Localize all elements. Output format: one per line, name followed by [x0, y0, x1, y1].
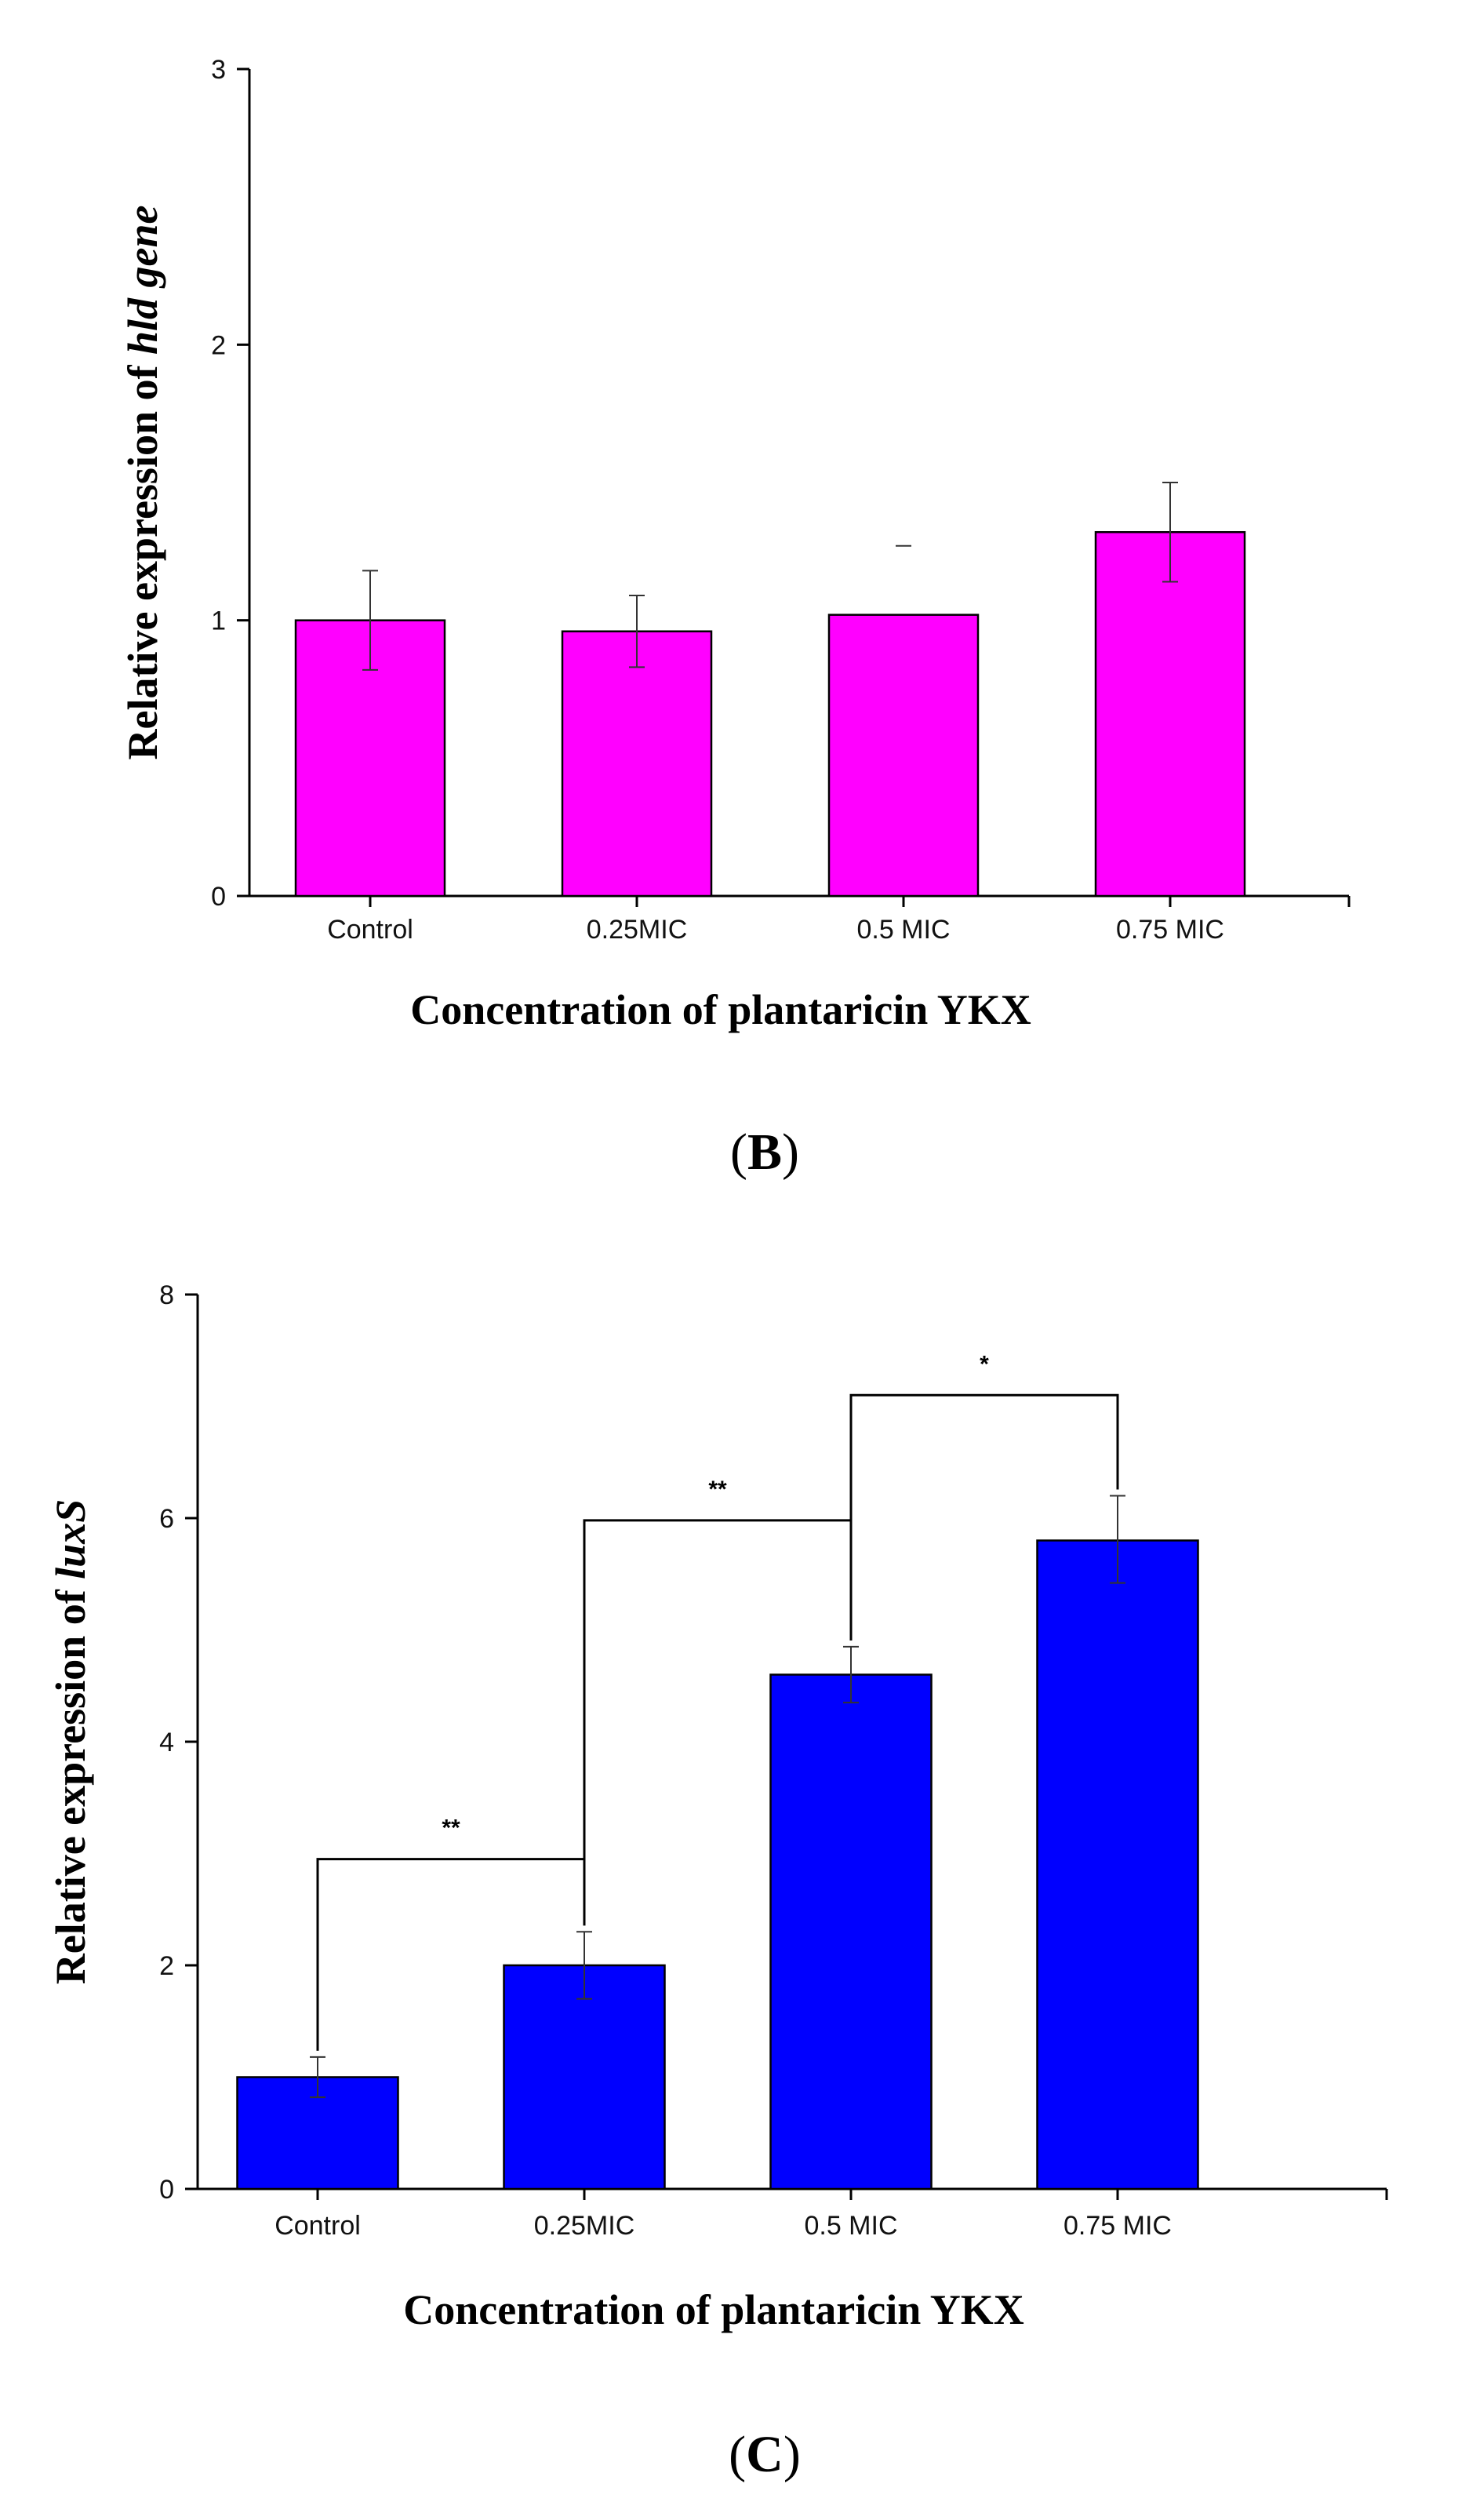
y-tick-label: 0 [211, 882, 226, 912]
panel-label: (C) [729, 2426, 801, 2483]
y-tick-label: 6 [159, 1504, 174, 1534]
bar [503, 1964, 666, 2190]
panel-label-close: ) [782, 1123, 799, 1181]
panel-label-close: ) [784, 2426, 801, 2483]
x-tick-label: 0.5 MIC [804, 2211, 897, 2241]
y-axis-title: Relative expression of luxS [47, 1499, 94, 1985]
bar [1036, 1539, 1199, 2190]
x-tick-label: Control [327, 915, 413, 945]
bar [1094, 530, 1246, 898]
significance-label: * [980, 1351, 989, 1377]
significance-label: ** [708, 1477, 727, 1502]
bar [827, 614, 980, 898]
x-tick-label: 0.75 MIC [1116, 915, 1224, 945]
panel-label-letter: B [747, 1123, 782, 1181]
significance-label: ** [442, 1815, 460, 1841]
panel-label: (B) [730, 1123, 799, 1181]
y-axis-title-text: Relative expression of [119, 355, 166, 759]
y-tick-label: 2 [211, 330, 226, 360]
x-tick-label: Control [275, 2211, 361, 2241]
y-tick-label: 2 [159, 1951, 174, 1981]
bar [769, 1673, 933, 2190]
y-tick-label: 0 [159, 2175, 174, 2205]
panel-label-open: ( [730, 1123, 747, 1181]
y-tick-label: 8 [159, 1280, 174, 1310]
significance-bracket [849, 1393, 1119, 1641]
x-axis-title: Concentration of plantaricin YKX [410, 986, 1031, 1033]
y-axis-title-italic: luxS [47, 1499, 94, 1579]
bar [236, 2076, 399, 2190]
panel-label-letter: C [746, 2426, 784, 2483]
x-tick-label: 0.25MIC [534, 2211, 635, 2241]
y-axis-title-italic: hld gene [119, 206, 166, 355]
chart-panel-B: 0 1 2 3 Control 0.25MIC 0.5 MIC 0.75 MIC Concent… [119, 55, 1351, 1181]
x-tick-label: 0.25MIC [587, 915, 688, 945]
y-tick-label: 3 [211, 55, 226, 85]
y-axis-title-text: Relative expression of [47, 1579, 94, 1984]
y-tick-label: 4 [159, 1728, 174, 1757]
panel-label-open: ( [729, 2426, 746, 2483]
x-tick-label: 0.5 MIC [856, 915, 950, 945]
x-axis-title: Concentration of plantaricin YKX [403, 2286, 1024, 2333]
bar [561, 630, 713, 898]
y-axis-title: Relative expression of hld gene [119, 206, 166, 760]
x-tick-label: 0.75 MIC [1064, 2211, 1172, 2241]
y-tick-label: 1 [211, 606, 226, 636]
